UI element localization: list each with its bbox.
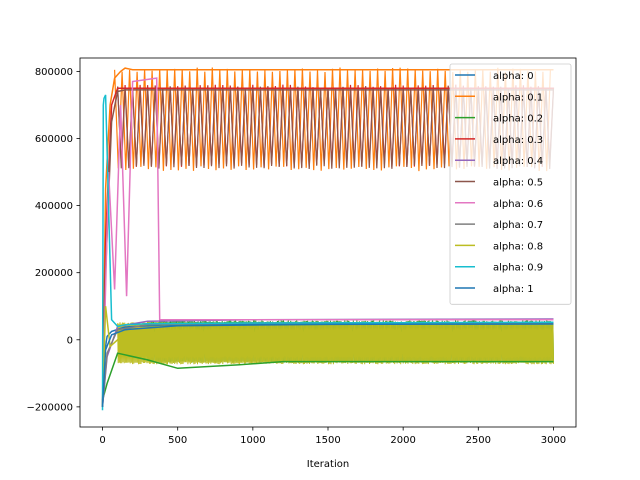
legend-entry-label: alpha: 0.4 bbox=[493, 156, 543, 167]
legend-entry-label: alpha: 0.6 bbox=[493, 199, 543, 210]
x-tick-label: 1500 bbox=[315, 435, 340, 446]
series-line-8 bbox=[101, 306, 554, 407]
x-tick-label: 2500 bbox=[466, 435, 491, 446]
legend-entry-label: alpha: 0.2 bbox=[493, 114, 543, 125]
x-tick-label: 0 bbox=[99, 435, 105, 446]
legend-box bbox=[449, 63, 572, 305]
series-line-1 bbox=[101, 67, 554, 407]
x-axis-label: Iteration bbox=[307, 459, 349, 470]
legend-entry-label: alpha: 0.8 bbox=[493, 241, 543, 252]
legend-entry-label: alpha: 0.9 bbox=[493, 263, 543, 274]
y-tick-label: 400000 bbox=[35, 201, 73, 212]
series-line-6 bbox=[101, 77, 554, 407]
x-tick-label: 3000 bbox=[541, 435, 566, 446]
legend-entry-label: alpha: 0.7 bbox=[493, 220, 543, 231]
legend: alpha: 0 alpha: 0.1 alpha: 0.2 alpha: 0.3 al… bbox=[449, 63, 572, 305]
y-tick-label: −200000 bbox=[26, 402, 73, 413]
y-tick-label: 800000 bbox=[35, 67, 73, 78]
legend-entry-label: alpha: 0.5 bbox=[493, 178, 543, 189]
y-tick-label: 0 bbox=[67, 335, 73, 346]
series-band-8 bbox=[117, 321, 554, 365]
legend-entry-label: alpha: 0 bbox=[493, 71, 534, 82]
y-tick-label: 200000 bbox=[35, 268, 73, 279]
x-tick-label: 1000 bbox=[240, 435, 265, 446]
series-line-9 bbox=[101, 94, 554, 411]
y-axis-ticks: −200000 0 200000 400000 600000 800000 bbox=[26, 67, 80, 413]
x-axis-ticks: 0 500 1000 1500 2000 2500 3000 bbox=[99, 427, 566, 446]
legend-entry-label: alpha: 1 bbox=[493, 284, 534, 295]
x-tick-label: 2000 bbox=[390, 435, 415, 446]
legend-entry-label: alpha: 0.1 bbox=[493, 92, 543, 103]
legend-entry-label: alpha: 0.3 bbox=[493, 135, 543, 146]
series-line-10 bbox=[101, 323, 554, 407]
y-tick-label: 600000 bbox=[35, 134, 73, 145]
x-tick-label: 500 bbox=[168, 435, 187, 446]
series-line-2 bbox=[101, 352, 554, 401]
